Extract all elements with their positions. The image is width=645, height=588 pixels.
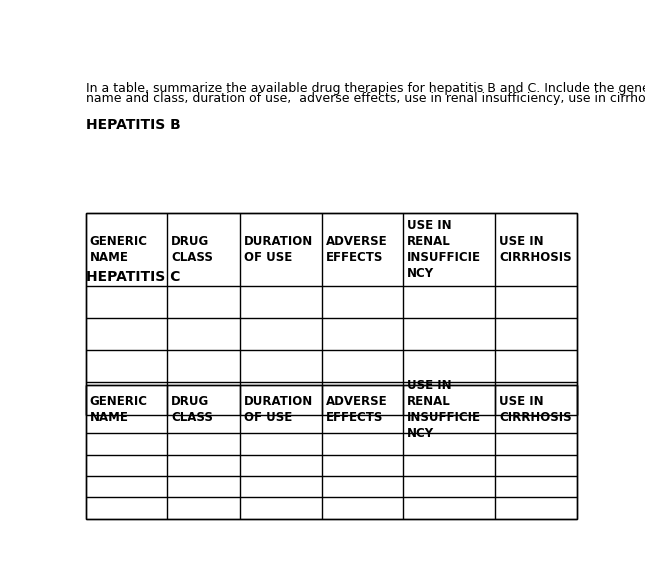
Text: DRUG
CLASS: DRUG CLASS [172,395,213,424]
Text: GENERIC
NAME: GENERIC NAME [90,395,148,424]
Text: ADVERSE
EFFECTS: ADVERSE EFFECTS [326,395,387,424]
Text: HEPATITIS B: HEPATITIS B [86,118,181,132]
Text: USE IN
CIRRHOSIS: USE IN CIRRHOSIS [499,235,572,264]
Text: USE IN
CIRRHOSIS: USE IN CIRRHOSIS [499,395,572,424]
Text: DURATION
OF USE: DURATION OF USE [244,235,313,264]
Text: name and class, duration of use,  adverse effects, use in renal insufficiency, u: name and class, duration of use, adverse… [86,92,645,105]
Text: ADVERSE
EFFECTS: ADVERSE EFFECTS [326,235,387,264]
Text: In a table, summarize the available drug therapies for hepatitis B and C. Includ: In a table, summarize the available drug… [86,82,645,95]
Text: GENERIC
NAME: GENERIC NAME [90,235,148,264]
Bar [86,385,577,519]
Text: DRUG
CLASS: DRUG CLASS [172,235,213,264]
Bar [86,213,577,415]
Text: DURATION
OF USE: DURATION OF USE [244,395,313,424]
Text: USE IN
RENAL
INSUFFICIE
NCY: USE IN RENAL INSUFFICIE NCY [407,219,481,280]
Text: HEPATITIS C: HEPATITIS C [86,270,180,284]
Text: USE IN
RENAL
INSUFFICIE
NCY: USE IN RENAL INSUFFICIE NCY [407,379,481,440]
